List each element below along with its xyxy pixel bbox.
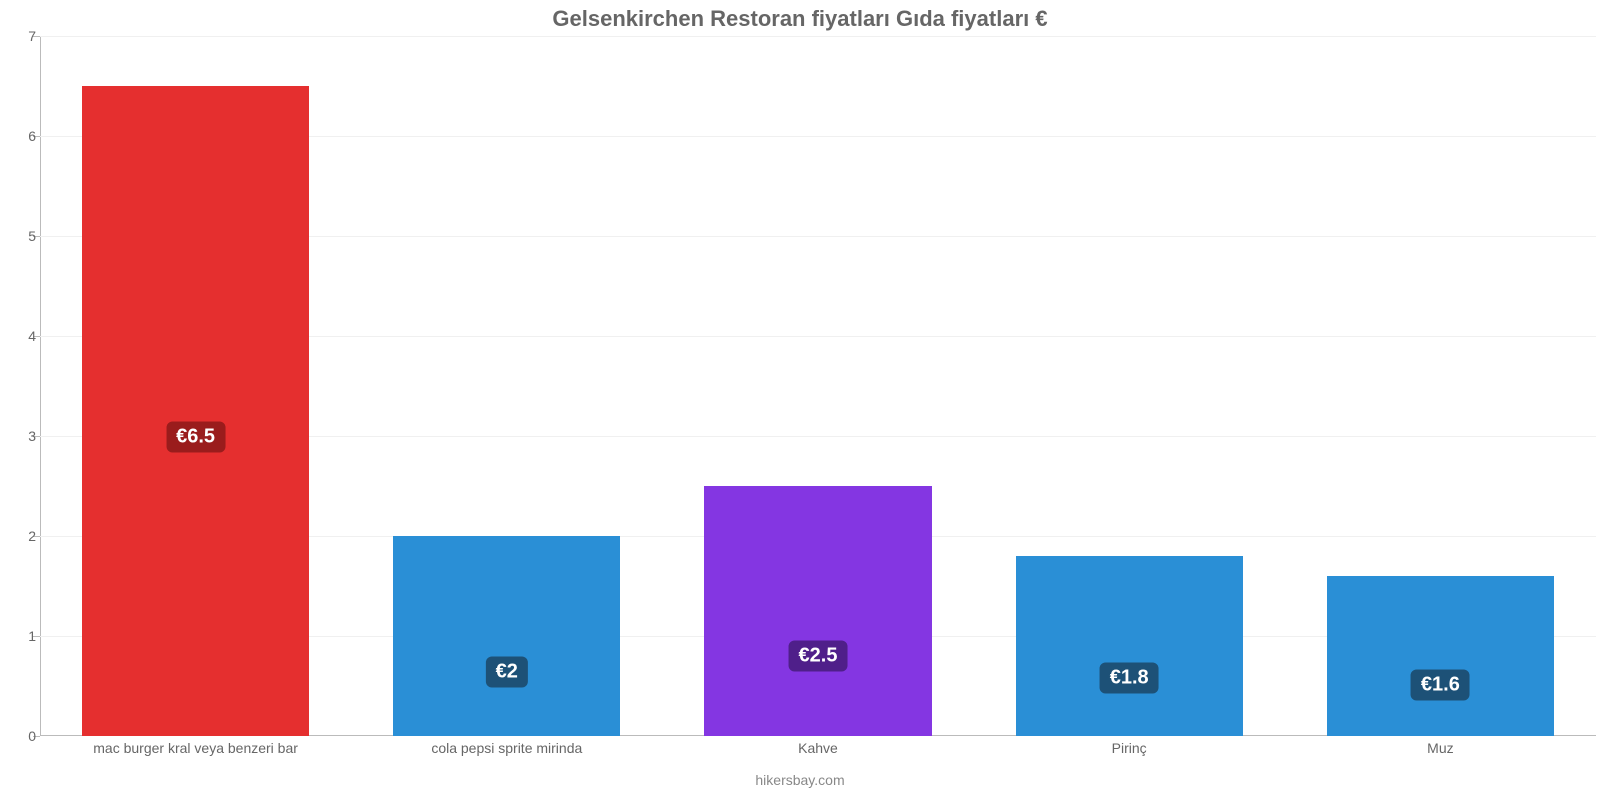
y-tick-label: 6: [28, 128, 36, 144]
y-axis-line: [40, 36, 41, 736]
x-tick-label: Pirinç: [1112, 740, 1147, 756]
y-tick-label: 0: [28, 728, 36, 744]
y-tick-label: 7: [28, 28, 36, 44]
gridline: [40, 36, 1596, 37]
y-tick-label: 5: [28, 228, 36, 244]
plot-area: €6.5 €2 €2.5 €1.8 €1.6: [40, 36, 1596, 736]
x-tick-label: Kahve: [798, 740, 838, 756]
y-tick-label: 2: [28, 528, 36, 544]
chart-title: Gelsenkirchen Restoran fiyatları Gıda fi…: [0, 6, 1600, 32]
bar: [1016, 556, 1243, 736]
y-tick-label: 3: [28, 428, 36, 444]
bar: [393, 536, 620, 736]
x-tick-label: Muz: [1427, 740, 1453, 756]
x-tick-label: mac burger kral veya benzeri bar: [93, 740, 298, 756]
bar: [704, 486, 931, 736]
value-badge: €1.6: [1411, 669, 1470, 700]
y-tick-label: 1: [28, 628, 36, 644]
bar: [1327, 576, 1554, 736]
value-badge: €2.5: [789, 641, 848, 672]
value-badge: €2: [486, 657, 528, 688]
chart-footer: hikersbay.com: [0, 772, 1600, 788]
price-bar-chart: Gelsenkirchen Restoran fiyatları Gıda fi…: [0, 0, 1600, 800]
x-tick-label: cola pepsi sprite mirinda: [431, 740, 582, 756]
y-tick-label: 4: [28, 328, 36, 344]
bar: [82, 86, 309, 736]
value-badge: €1.8: [1100, 663, 1159, 694]
value-badge: €6.5: [166, 422, 225, 453]
